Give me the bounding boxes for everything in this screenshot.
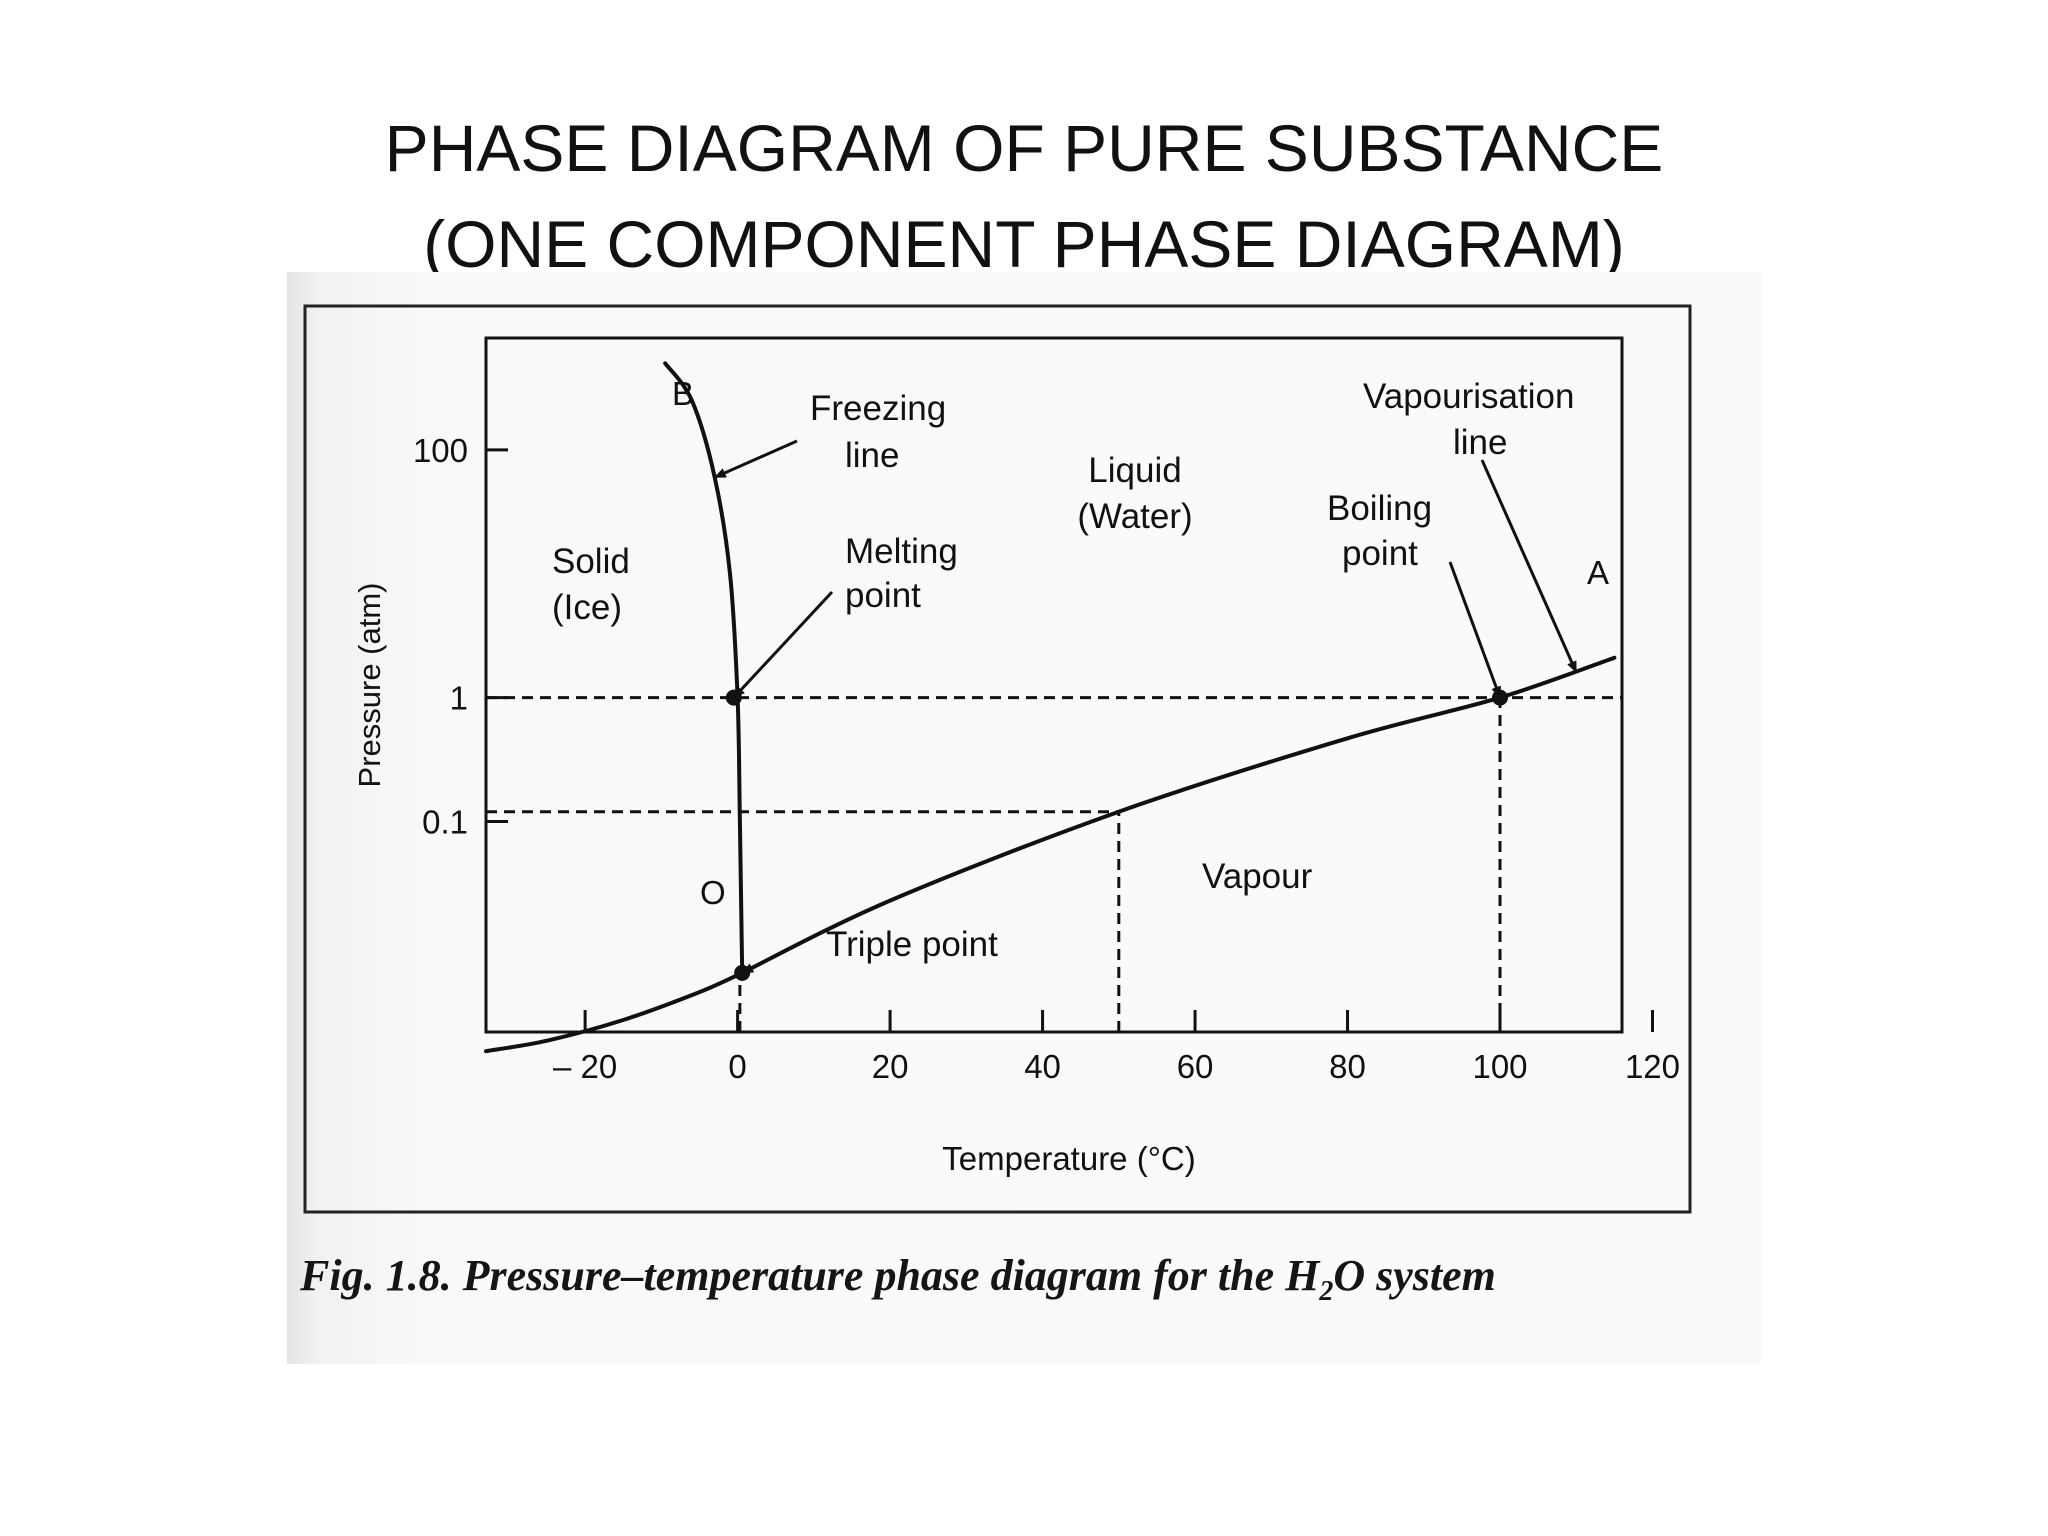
x-tick-label-100: 100 (1472, 1048, 1527, 1085)
annotation-vapourisation: Vapourisation (1363, 377, 1574, 416)
freezing-line-curve (663, 361, 745, 975)
boiling-point-arrow (1448, 561, 1502, 699)
x-tick-label-40: 40 (1024, 1048, 1061, 1085)
annotation-boiling-point: point (1342, 534, 1418, 573)
annotation-triple-point: Triple point (826, 925, 998, 964)
boiling-point-marker (1492, 689, 1509, 706)
figure-caption: Fig. 1.8. Pressure–temperature phase dia… (300, 1250, 1740, 1308)
melting-point-arrow (732, 590, 834, 699)
annotation-b: B (672, 375, 694, 412)
annotation-boiling: Boiling (1327, 489, 1432, 528)
scanned-figure (287, 272, 1761, 1364)
annotation-ice: (Ice) (552, 588, 622, 627)
x-tick-label-80: 80 (1329, 1048, 1366, 1085)
y-tick-label-0.1: 0.1 (422, 804, 468, 841)
triple-point-arrow (741, 934, 816, 975)
x-tick-label-0: 0 (728, 1048, 746, 1085)
y-tick-label-1: 1 (450, 680, 468, 717)
x-tick-label--20: – 20 (553, 1048, 617, 1085)
melting-point-marker (725, 689, 742, 706)
caption-subscript: 2 (1319, 1275, 1334, 1307)
y-tick-label-100: 100 (413, 432, 468, 469)
annotation-vapour: Vapour (1202, 857, 1313, 896)
vapourisation-line-arrow (1480, 459, 1578, 674)
annotation-liquid: Liquid (1088, 451, 1181, 490)
slide-title: PHASE DIAGRAM OF PURE SUBSTANCE (ONE COM… (0, 100, 2048, 292)
figure-frame (303, 304, 1692, 1214)
x-axis-label: Temperature (°C) (942, 1140, 1195, 1177)
plot-area-frame (484, 336, 1624, 1034)
annotation-freezing: Freezing (810, 389, 946, 428)
sublimation-line-curve (484, 970, 745, 1054)
x-tick-label-20: 20 (872, 1048, 909, 1085)
slide-title-line-1: PHASE DIAGRAM OF PURE SUBSTANCE (384, 111, 1664, 185)
annotation-water: (Water) (1077, 497, 1192, 536)
annotation-a: A (1587, 554, 1609, 591)
x-tick-label-60: 60 (1177, 1048, 1214, 1085)
y-axis-label: Pressure (atm) (352, 583, 387, 788)
annotation-o: O (700, 874, 726, 911)
slide-title-line-2: (ONE COMPONENT PHASE DIAGRAM) (423, 207, 1625, 281)
x-tick-label-120: 120 (1625, 1048, 1680, 1085)
annotation-melting: Melting (845, 532, 958, 571)
annotation-vapourisation-line: line (1453, 423, 1507, 462)
caption-prefix: Fig. 1.8. Pressure–temperature phase dia… (300, 1251, 1320, 1300)
annotation-melting-point: point (845, 576, 921, 615)
annotation-freezing-line: line (845, 436, 899, 475)
freezing-line-arrow (713, 439, 798, 479)
triple-point-marker (734, 964, 751, 981)
annotation-solid: Solid (552, 542, 630, 581)
caption-suffix: O system (1333, 1251, 1496, 1300)
